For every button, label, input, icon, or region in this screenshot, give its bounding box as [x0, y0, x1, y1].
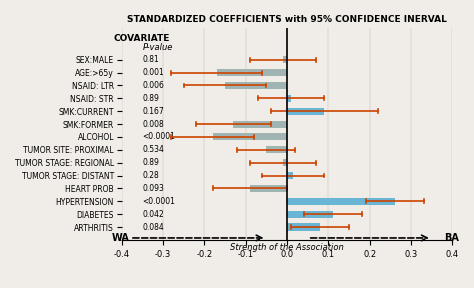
Text: 0.534: 0.534 — [142, 145, 164, 154]
Text: 0.042: 0.042 — [142, 210, 164, 219]
Text: COVARIATE: COVARIATE — [113, 34, 170, 43]
Bar — [287, 211, 333, 218]
Bar — [213, 133, 287, 141]
Text: 0.28: 0.28 — [142, 171, 159, 180]
Title: STANDARDIZED COEFFICIENTS with 95% CONFIDENCE INERVAL: STANDARDIZED COEFFICIENTS with 95% CONFI… — [127, 15, 447, 24]
Bar — [225, 82, 287, 89]
Text: WA: WA — [112, 233, 130, 243]
Bar — [283, 159, 287, 166]
Text: <0.0001: <0.0001 — [142, 197, 175, 206]
Bar — [250, 185, 287, 192]
Text: 0.89: 0.89 — [142, 94, 159, 103]
Text: Strength of the Association: Strength of the Association — [230, 243, 344, 252]
Bar — [287, 108, 324, 115]
Text: 0.093: 0.093 — [142, 184, 164, 193]
Text: 0.81: 0.81 — [142, 55, 159, 64]
Bar — [217, 69, 287, 76]
Text: P-value: P-value — [142, 43, 173, 52]
Text: <0.0001: <0.0001 — [142, 132, 175, 141]
Bar — [266, 146, 287, 153]
Text: 0.006: 0.006 — [142, 81, 164, 90]
Bar — [287, 223, 320, 231]
Text: 0.167: 0.167 — [142, 107, 164, 116]
Bar — [283, 56, 287, 63]
Text: 0.008: 0.008 — [142, 120, 164, 128]
Text: 0.084: 0.084 — [142, 223, 164, 232]
Text: BA: BA — [444, 233, 459, 243]
Bar — [287, 172, 293, 179]
Bar — [287, 198, 394, 205]
Bar — [233, 120, 287, 128]
Text: 0.89: 0.89 — [142, 158, 159, 167]
Bar — [287, 95, 291, 102]
Text: 0.001: 0.001 — [142, 68, 164, 77]
